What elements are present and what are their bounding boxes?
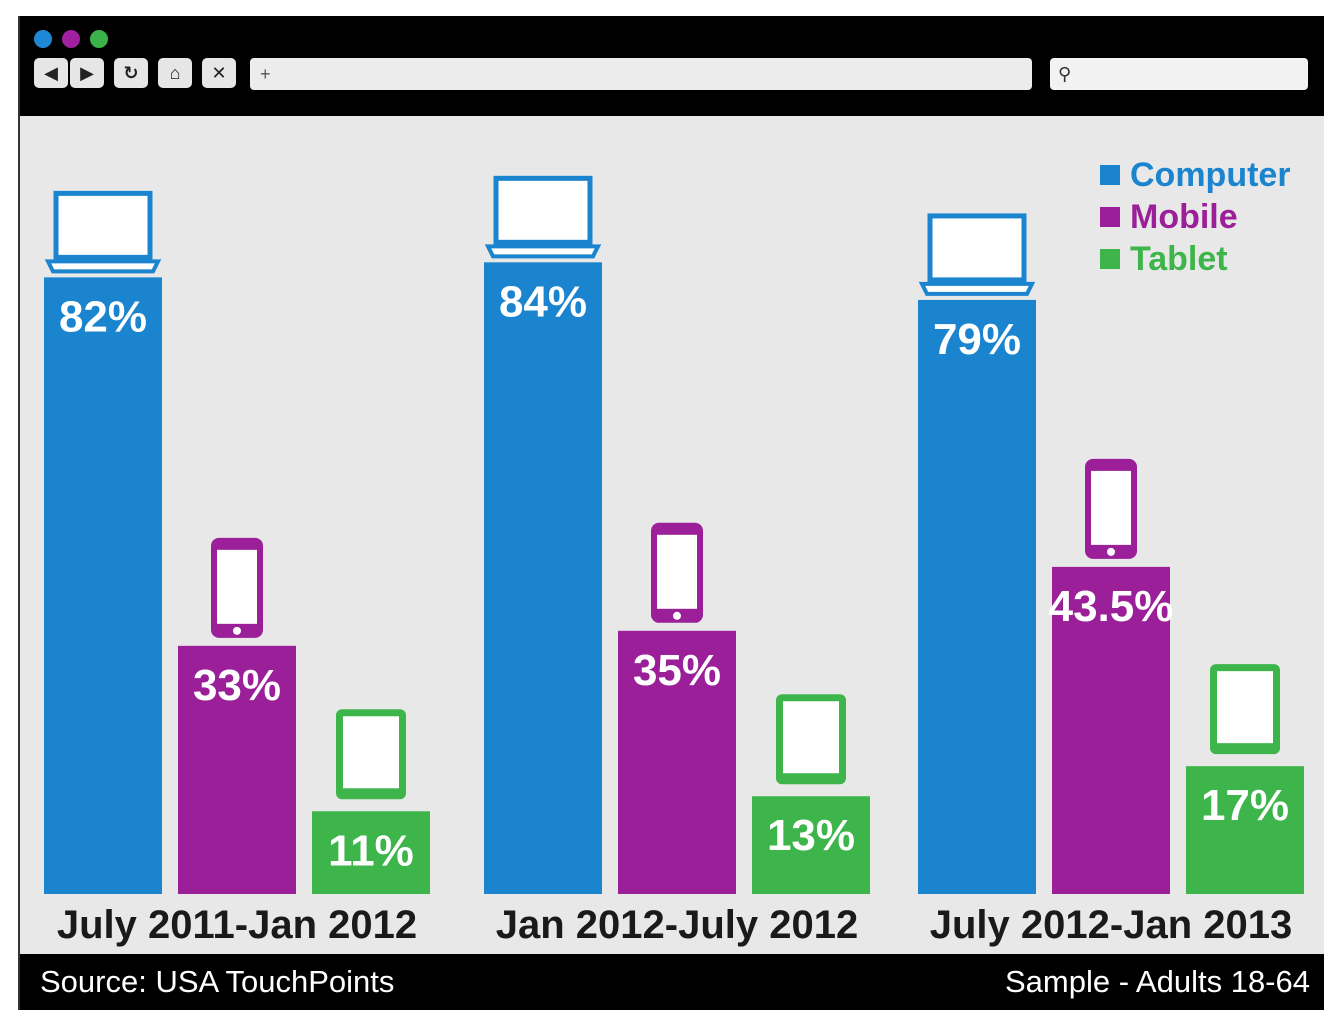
bar-mobile-0 <box>178 645 296 894</box>
url-bar[interactable]: + <box>250 58 1032 90</box>
legend-swatch-tablet <box>1100 249 1120 269</box>
legend-swatch-mobile <box>1100 207 1120 227</box>
legend-item-mobile: Mobile <box>1100 198 1238 237</box>
browser-window: ◀ ▶ ↻ ⌂ ✕ + ⚲ 82% 33% 11% July 2011-Jan 201… <box>18 16 1324 1010</box>
data-label: 82% <box>59 292 147 341</box>
forward-arrow-icon[interactable]: ▶ <box>70 58 104 88</box>
back-arrow-icon[interactable]: ◀ <box>34 58 68 88</box>
window-dot-blue[interactable] <box>34 30 52 48</box>
legend-label-computer: Computer <box>1130 156 1291 194</box>
smartphone-icon <box>1085 458 1137 559</box>
data-label: 43.5% <box>1049 582 1174 631</box>
laptop-icon <box>484 175 602 259</box>
browser-toolbar: ◀ ▶ ↻ ⌂ ✕ + ⚲ <box>20 16 1324 116</box>
data-label: 11% <box>328 826 414 875</box>
window-dot-green[interactable] <box>90 30 108 48</box>
legend-item-tablet: Tablet <box>1100 240 1228 279</box>
smartphone-icon <box>211 537 263 638</box>
bar-mobile-2 <box>1052 566 1170 894</box>
smartphone-icon <box>651 522 703 623</box>
legend-label-mobile: Mobile <box>1130 198 1238 236</box>
search-icon: ⚲ <box>1058 64 1072 84</box>
url-text: + <box>260 64 271 84</box>
legend-item-computer: Computer <box>1100 156 1291 195</box>
data-label: 35% <box>633 646 721 695</box>
search-input[interactable]: ⚲ <box>1050 58 1308 90</box>
laptop-icon <box>44 190 162 274</box>
footer-bar: Source: USA TouchPoints Sample - Adults … <box>20 954 1324 1010</box>
bar-mobile-1 <box>618 630 736 894</box>
category-label: July 2012-Jan 2013 <box>930 903 1292 947</box>
data-label: 33% <box>193 661 281 710</box>
home-icon[interactable]: ⌂ <box>158 58 192 88</box>
bar-tablet-0 <box>312 811 430 894</box>
legend-label-tablet: Tablet <box>1130 240 1228 278</box>
tablet-icon <box>336 709 406 800</box>
data-label: 13% <box>767 811 855 860</box>
legend-swatch-computer <box>1100 165 1120 185</box>
data-label: 79% <box>933 315 1021 364</box>
category-label: July 2011-Jan 2012 <box>57 903 417 947</box>
chart-area: 82% 33% 11% July 2011-Jan 2012 84% 35% 13% Jan … <box>20 116 1324 954</box>
data-label: 17% <box>1201 781 1289 830</box>
tablet-icon <box>1210 664 1280 755</box>
reload-icon[interactable]: ↻ <box>114 58 148 88</box>
source-label: Source: USA TouchPoints <box>40 964 395 999</box>
tablet-icon <box>776 694 846 785</box>
bar-computer-2 <box>918 299 1036 894</box>
close-icon[interactable]: ✕ <box>202 58 236 88</box>
bar-computer-1 <box>484 262 602 894</box>
data-label: 84% <box>499 277 587 326</box>
bar-computer-0 <box>44 277 162 894</box>
bar-tablet-2 <box>1186 766 1304 894</box>
laptop-icon <box>918 213 1036 296</box>
bar-tablet-1 <box>752 796 870 894</box>
window-dot-purple[interactable] <box>62 30 80 48</box>
bar-chart: 82% 33% 11% July 2011-Jan 2012 84% 35% 13% Jan … <box>44 175 1304 947</box>
sample-label: Sample - Adults 18-64 <box>1004 964 1310 999</box>
category-label: Jan 2012-July 2012 <box>496 903 858 947</box>
